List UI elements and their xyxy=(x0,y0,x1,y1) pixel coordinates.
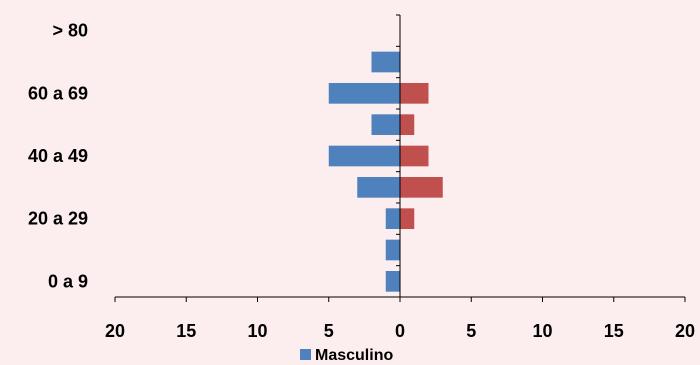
category-label: 40 a 49 xyxy=(28,146,88,166)
bar-right-40-a-49 xyxy=(400,145,429,167)
category-label: 0 a 9 xyxy=(48,271,88,291)
bar-left-60-a-69 xyxy=(328,82,400,104)
x-tick-label: 5 xyxy=(324,321,334,341)
x-tick-labels: 20 15 10 5 0 5 10 15 20 xyxy=(105,321,695,341)
series-left-bars xyxy=(328,51,400,292)
category-label: 60 a 69 xyxy=(28,83,88,103)
x-tick-label: 20 xyxy=(675,321,695,341)
x-tick-label: 0 xyxy=(395,321,405,341)
legend-swatch xyxy=(300,349,311,360)
category-labels: 0 a 9 20 a 29 40 a 49 60 a 69 > 80 xyxy=(28,21,88,292)
x-tick-label: 5 xyxy=(466,321,476,341)
bar-left-50-a-59 xyxy=(371,114,400,136)
bar-right-50-a-59 xyxy=(400,114,415,136)
legend-label: Masculino xyxy=(315,347,393,364)
category-label: 20 a 29 xyxy=(28,209,88,229)
x-tick-label: 10 xyxy=(247,321,267,341)
bar-left-70-a-79 xyxy=(371,51,400,73)
x-tick-label: 15 xyxy=(176,321,196,341)
bar-right-30-a-39 xyxy=(400,176,443,198)
bar-left-0-a-9 xyxy=(385,270,400,292)
bar-left-40-a-49 xyxy=(328,145,400,167)
bar-right-60-a-69 xyxy=(400,82,429,104)
bar-left-20-a-29 xyxy=(385,208,400,230)
legend: Masculino xyxy=(300,347,393,364)
bar-left-10-a-19 xyxy=(385,239,400,261)
series-right-bars xyxy=(400,82,443,230)
category-label: > 80 xyxy=(52,21,88,41)
x-tick-label: 10 xyxy=(532,321,552,341)
bar-right-20-a-29 xyxy=(400,208,415,230)
x-tick-label: 15 xyxy=(604,321,624,341)
bar-left-30-a-39 xyxy=(357,176,400,198)
chart-axes xyxy=(114,14,686,302)
x-tick-label: 20 xyxy=(105,321,125,341)
